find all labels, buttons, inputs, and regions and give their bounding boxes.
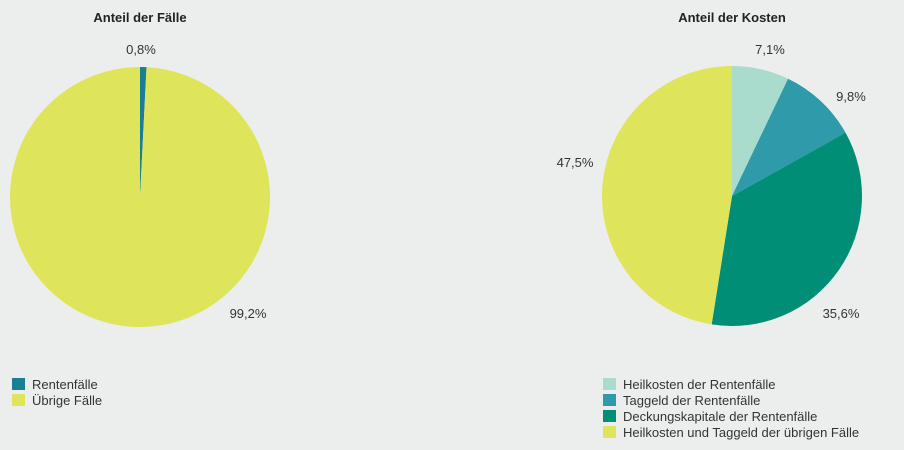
legend-item-deckungskapitale: Deckungskapitale der Rentenfälle (603, 408, 859, 424)
legend-label: Übrige Fälle (32, 392, 103, 408)
legend-label: Heilkosten und Taggeld der übrigen Fälle (623, 424, 860, 440)
pie-value-label: 9,8% (836, 89, 866, 104)
legend-swatch (603, 394, 616, 406)
legend-cases: Rentenfälle Übrige Fälle (12, 376, 102, 408)
pie-value-label: 0,8% (126, 42, 156, 57)
pie-slice (711, 132, 862, 326)
chart-title-costs: Anteil der Kosten (678, 10, 786, 25)
legend-item-taggeld-rentenfaelle: Taggeld der Rentenfälle (603, 392, 859, 408)
pie-slice (732, 66, 789, 196)
legend-label: Heilkosten der Rentenfälle (623, 376, 776, 392)
legend-item-rentenfaelle: Rentenfälle (12, 376, 102, 392)
pie-slice (140, 67, 147, 197)
legend-swatch (603, 426, 616, 438)
legend-item-uebrige-faelle-kosten: Heilkosten und Taggeld der übrigen Fälle (603, 424, 859, 440)
pie-value-label: 47,5% (557, 155, 594, 170)
pie-slice (732, 78, 846, 196)
legend-item-heilkosten-rentenfaelle: Heilkosten der Rentenfälle (603, 376, 859, 392)
pie-slice (602, 66, 732, 325)
pie-value-label: 7,1% (755, 42, 785, 57)
legend-item-uebrige-faelle: Übrige Fälle (12, 392, 102, 408)
pie-value-label: 99,2% (230, 306, 267, 321)
legend-swatch (603, 378, 616, 390)
legend-label: Rentenfälle (32, 376, 98, 392)
pie-value-label: 35,6% (823, 306, 860, 321)
legend-costs: Heilkosten der Rentenfälle Taggeld der R… (603, 376, 859, 440)
legend-swatch (12, 378, 25, 390)
legend-label: Deckungskapitale der Rentenfälle (623, 408, 818, 424)
chart-title-cases: Anteil der Fälle (93, 10, 187, 25)
legend-swatch (603, 410, 616, 422)
pie-slice (10, 67, 271, 328)
legend-label: Taggeld der Rentenfälle (623, 392, 761, 408)
legend-swatch (12, 394, 25, 406)
